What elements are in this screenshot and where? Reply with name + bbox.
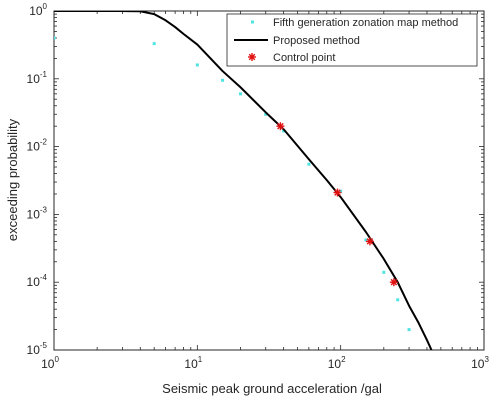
legend-item-control-point: Control point [248, 52, 335, 64]
y-axis-label: exceeding probability [5, 118, 20, 241]
data-point [264, 112, 268, 116]
data-point [238, 92, 242, 96]
data-point [396, 298, 400, 302]
legend-label: Control point [273, 52, 335, 64]
data-point [307, 162, 311, 166]
y-tick-label: 10-4 [27, 273, 48, 289]
series-1 [54, 11, 433, 350]
data-point [152, 42, 156, 46]
legend-dot-marker [251, 20, 254, 24]
axes-box [53, 10, 485, 351]
data-point [339, 189, 343, 193]
x-tick-label: 102 [328, 355, 346, 371]
data-point [54, 36, 56, 40]
legend-item-fifth-generation: Fifth generation zonation map method [251, 17, 458, 29]
legend-label: Proposed method [273, 35, 360, 47]
x-tick-label: 103 [471, 355, 489, 371]
plot-area [53, 10, 485, 351]
series-0 [54, 36, 411, 332]
tick-labels-layer: 100 101 102 103 100 10-1 10-2 10-3 10-4 10-5 [27, 2, 490, 371]
y-tick-label: 10-1 [27, 70, 48, 86]
data-point [195, 63, 199, 67]
series-line [54, 11, 433, 350]
legend-item-proposed-method: Proposed method [234, 35, 360, 47]
control-point-marker [365, 237, 374, 246]
x-tick-label: 101 [184, 355, 202, 371]
data-point [407, 328, 411, 332]
data-point [364, 238, 368, 242]
x-tick-label: 100 [41, 355, 59, 371]
series-2 [276, 122, 398, 287]
data-point [282, 129, 286, 133]
x-axis-label: Seismic peak ground acceleration /gal [162, 381, 382, 396]
y-tick-label: 10-5 [27, 341, 48, 357]
control-point-marker [333, 188, 342, 197]
data-point [382, 270, 386, 274]
legend-label: Fifth generation zonation map method [273, 17, 458, 29]
y-tick-label: 100 [29, 2, 47, 18]
control-point-marker [389, 278, 398, 287]
legend: Fifth generation zonation map method Pro… [226, 13, 478, 67]
y-tick-label: 10-2 [27, 138, 48, 154]
data-point [221, 78, 225, 82]
series-layer [54, 11, 433, 350]
legend-box [226, 13, 478, 67]
control-point-marker [276, 122, 285, 131]
y-tick-label: 10-3 [27, 205, 48, 221]
legend-star-marker [248, 53, 256, 61]
